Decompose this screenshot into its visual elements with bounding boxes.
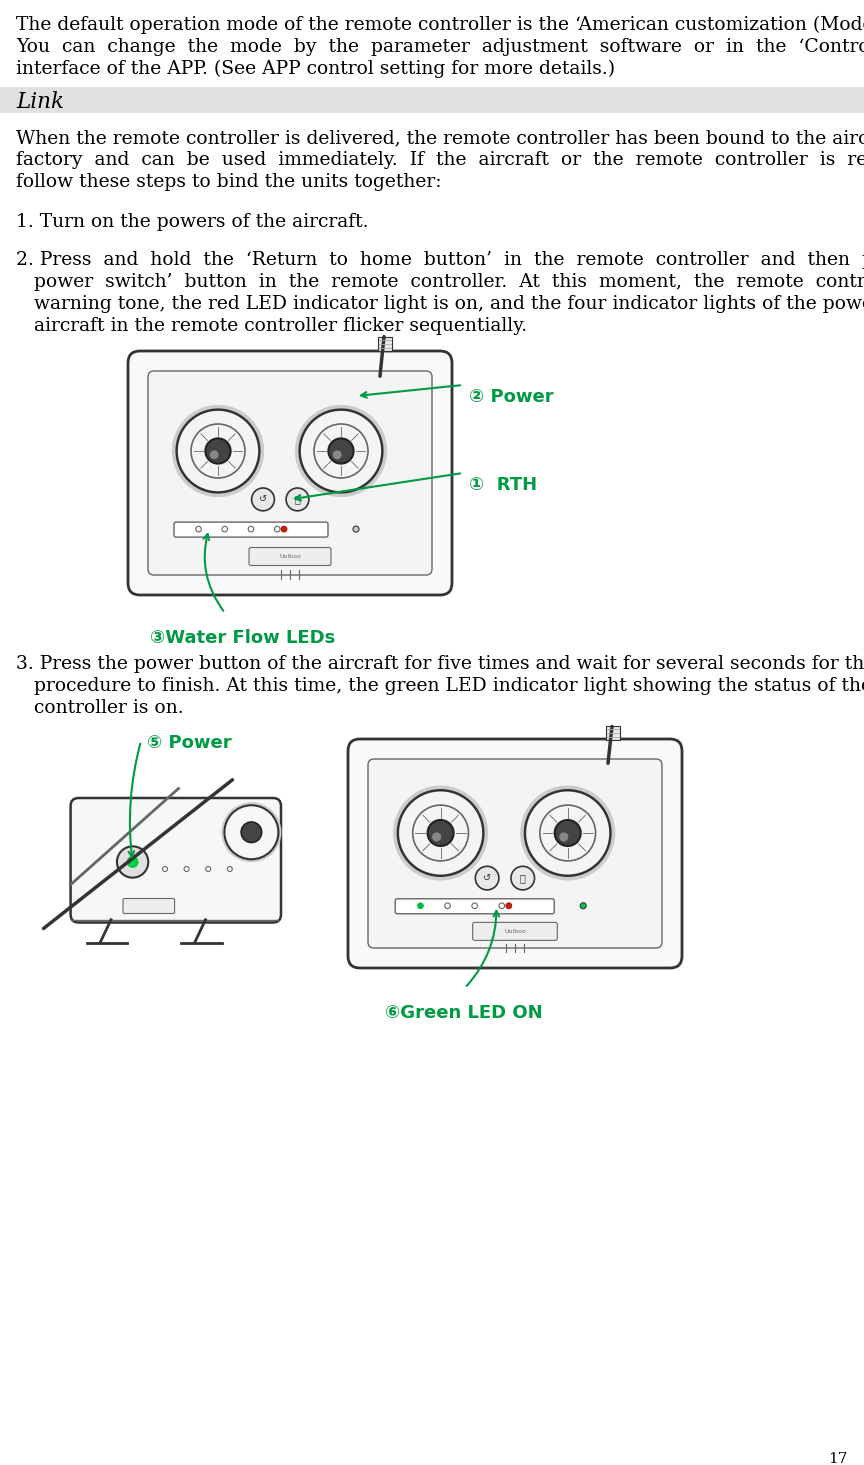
FancyBboxPatch shape <box>148 371 432 574</box>
Text: 2. Press  and  hold  the  ‘Return  to  home  button’  in  the  remote  controlle: 2. Press and hold the ‘Return to home bu… <box>16 251 864 270</box>
Text: Link: Link <box>16 91 64 113</box>
Text: follow these steps to bind the units together:: follow these steps to bind the units tog… <box>16 173 442 190</box>
Circle shape <box>196 526 201 532</box>
Circle shape <box>281 526 287 532</box>
Circle shape <box>210 450 219 459</box>
Circle shape <box>445 902 450 908</box>
Circle shape <box>428 820 454 845</box>
Text: ⏻: ⏻ <box>295 494 301 504</box>
Text: ⏻: ⏻ <box>520 873 525 883</box>
Text: aircraft in the remote controller flicker sequentially.: aircraft in the remote controller flicke… <box>34 316 527 335</box>
Text: ⑤ Power: ⑤ Power <box>147 734 232 752</box>
Text: The default operation mode of the remote controller is the ‘American customizati: The default operation mode of the remote… <box>16 16 864 34</box>
Circle shape <box>472 902 478 908</box>
FancyBboxPatch shape <box>123 898 175 914</box>
Text: controller is on.: controller is on. <box>34 699 184 716</box>
Circle shape <box>333 450 341 459</box>
Circle shape <box>248 526 254 532</box>
FancyBboxPatch shape <box>348 738 682 968</box>
Text: ①  RTH: ① RTH <box>469 476 537 494</box>
Circle shape <box>286 488 309 511</box>
Circle shape <box>353 526 359 532</box>
Text: ⑥Green LED ON: ⑥Green LED ON <box>384 1004 543 1023</box>
FancyBboxPatch shape <box>249 548 331 565</box>
FancyBboxPatch shape <box>71 798 281 923</box>
Text: ↺: ↺ <box>483 873 491 883</box>
Text: ② Power: ② Power <box>469 388 554 406</box>
Bar <box>606 727 620 740</box>
Circle shape <box>222 526 227 532</box>
Text: interface of the APP. (See APP control setting for more details.): interface of the APP. (See APP control s… <box>16 60 615 78</box>
Circle shape <box>184 866 189 872</box>
FancyBboxPatch shape <box>368 759 662 948</box>
FancyBboxPatch shape <box>174 522 328 538</box>
Circle shape <box>275 526 280 532</box>
Circle shape <box>162 866 168 872</box>
Circle shape <box>499 902 505 908</box>
Text: procedure to finish. At this time, the green LED indicator light showing the sta: procedure to finish. At this time, the g… <box>34 677 864 694</box>
Bar <box>378 337 392 350</box>
FancyBboxPatch shape <box>473 923 557 941</box>
Text: ③Water Flow LEDs: ③Water Flow LEDs <box>150 628 335 648</box>
Circle shape <box>251 488 275 511</box>
Circle shape <box>475 866 499 889</box>
Circle shape <box>206 438 231 463</box>
Circle shape <box>227 866 232 872</box>
Circle shape <box>511 866 535 889</box>
FancyBboxPatch shape <box>128 352 452 595</box>
Bar <box>0 86 864 113</box>
Circle shape <box>555 820 581 845</box>
Text: 1. Turn on the powers of the aircraft.: 1. Turn on the powers of the aircraft. <box>16 212 369 231</box>
Text: When the remote controller is delivered, the remote controller has been bound to: When the remote controller is delivered,… <box>16 129 864 146</box>
Circle shape <box>505 902 511 908</box>
Text: Uolboo: Uolboo <box>504 929 526 933</box>
Circle shape <box>559 832 569 841</box>
Circle shape <box>206 866 211 872</box>
FancyBboxPatch shape <box>395 898 554 914</box>
Circle shape <box>117 847 149 878</box>
Text: warning tone, the red LED indicator light is on, and the four indicator lights o: warning tone, the red LED indicator ligh… <box>34 294 864 314</box>
Circle shape <box>328 438 353 463</box>
Text: 17: 17 <box>829 1452 848 1465</box>
Text: power  switch’  button  in  the  remote  controller.  At  this  moment,  the  re: power switch’ button in the remote contr… <box>34 272 864 292</box>
Circle shape <box>581 902 586 908</box>
Text: 3. Press the power button of the aircraft for five times and wait for several se: 3. Press the power button of the aircraf… <box>16 655 864 672</box>
Circle shape <box>417 902 423 908</box>
Text: factory  and  can  be  used  immediately.  If  the  aircraft  or  the  remote  c: factory and can be used immediately. If … <box>16 151 864 168</box>
Circle shape <box>241 822 262 842</box>
Circle shape <box>127 856 138 867</box>
Text: Uolboo: Uolboo <box>279 554 301 560</box>
Text: ↺: ↺ <box>259 494 267 504</box>
Circle shape <box>432 832 442 841</box>
Text: You  can  change  the  mode  by  the  parameter  adjustment  software  or  in  t: You can change the mode by the parameter… <box>16 38 864 56</box>
